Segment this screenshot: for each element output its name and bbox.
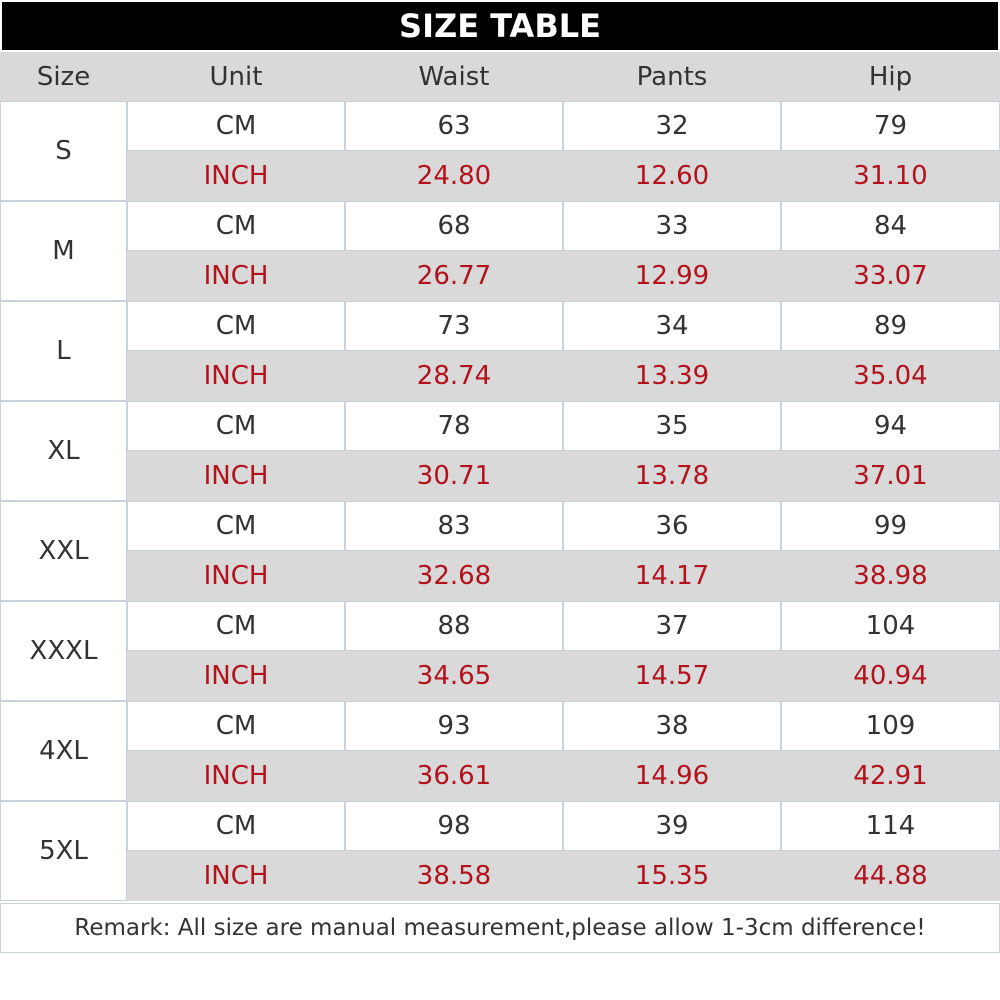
cm-value-cell: 93 <box>345 701 563 751</box>
cm-unit-cell: CM <box>127 401 345 451</box>
column-header: Pants <box>563 52 781 101</box>
cm-value-cell: 114 <box>781 801 1000 851</box>
inch-value-cell: 13.39 <box>563 351 781 401</box>
cm-value-cell: 39 <box>563 801 781 851</box>
column-header: Unit <box>127 52 345 101</box>
column-header: Waist <box>345 52 563 101</box>
inch-value-cell: 32.68 <box>345 551 563 601</box>
inch-unit-cell: INCH <box>127 351 345 401</box>
inch-value-cell: 38.58 <box>345 851 563 901</box>
size-cell: S <box>0 101 127 201</box>
column-header: Size <box>0 52 127 101</box>
size-cell: M <box>0 201 127 301</box>
inch-unit-cell: INCH <box>127 251 345 301</box>
inch-value-cell: 14.17 <box>563 551 781 601</box>
cm-value-cell: 34 <box>563 301 781 351</box>
inch-unit-cell: INCH <box>127 751 345 801</box>
inch-value-cell: 24.80 <box>345 151 563 201</box>
cm-value-cell: 73 <box>345 301 563 351</box>
inch-value-cell: 37.01 <box>781 451 1000 501</box>
cm-value-cell: 36 <box>563 501 781 551</box>
cm-value-cell: 38 <box>563 701 781 751</box>
inch-value-cell: 13.78 <box>563 451 781 501</box>
inch-unit-cell: INCH <box>127 651 345 701</box>
cm-value-cell: 109 <box>781 701 1000 751</box>
inch-value-cell: 35.04 <box>781 351 1000 401</box>
cm-unit-cell: CM <box>127 301 345 351</box>
cm-unit-cell: CM <box>127 201 345 251</box>
cm-value-cell: 104 <box>781 601 1000 651</box>
inch-value-cell: 30.71 <box>345 451 563 501</box>
size-cell: 5XL <box>0 801 127 901</box>
cm-value-cell: 79 <box>781 101 1000 151</box>
remark: Remark: All size are manual measurement,… <box>0 903 1000 953</box>
inch-value-cell: 28.74 <box>345 351 563 401</box>
cm-value-cell: 37 <box>563 601 781 651</box>
cm-value-cell: 35 <box>563 401 781 451</box>
inch-value-cell: 12.60 <box>563 151 781 201</box>
cm-value-cell: 89 <box>781 301 1000 351</box>
inch-value-cell: 38.98 <box>781 551 1000 601</box>
cm-unit-cell: CM <box>127 101 345 151</box>
inch-unit-cell: INCH <box>127 451 345 501</box>
inch-value-cell: 42.91 <box>781 751 1000 801</box>
title: SIZE TABLE <box>2 2 998 50</box>
cm-unit-cell: CM <box>127 701 345 751</box>
cm-value-cell: 84 <box>781 201 1000 251</box>
cm-value-cell: 63 <box>345 101 563 151</box>
inch-value-cell: 40.94 <box>781 651 1000 701</box>
cm-value-cell: 94 <box>781 401 1000 451</box>
inch-value-cell: 33.07 <box>781 251 1000 301</box>
cm-unit-cell: CM <box>127 501 345 551</box>
cm-value-cell: 78 <box>345 401 563 451</box>
size-cell: XXL <box>0 501 127 601</box>
cm-value-cell: 88 <box>345 601 563 651</box>
cm-value-cell: 98 <box>345 801 563 851</box>
inch-value-cell: 14.96 <box>563 751 781 801</box>
size-cell: 4XL <box>0 701 127 801</box>
cm-value-cell: 33 <box>563 201 781 251</box>
cm-unit-cell: CM <box>127 601 345 651</box>
inch-value-cell: 36.61 <box>345 751 563 801</box>
inch-unit-cell: INCH <box>127 151 345 201</box>
inch-value-cell: 15.35 <box>563 851 781 901</box>
size-cell: XL <box>0 401 127 501</box>
cm-value-cell: 99 <box>781 501 1000 551</box>
cm-value-cell: 32 <box>563 101 781 151</box>
inch-value-cell: 14.57 <box>563 651 781 701</box>
inch-unit-cell: INCH <box>127 551 345 601</box>
column-header: Hip <box>781 52 1000 101</box>
inch-value-cell: 44.88 <box>781 851 1000 901</box>
inch-value-cell: 12.99 <box>563 251 781 301</box>
cm-value-cell: 68 <box>345 201 563 251</box>
inch-unit-cell: INCH <box>127 851 345 901</box>
size-cell: XXXL <box>0 601 127 701</box>
inch-value-cell: 34.65 <box>345 651 563 701</box>
cm-value-cell: 83 <box>345 501 563 551</box>
inch-value-cell: 26.77 <box>345 251 563 301</box>
inch-value-cell: 31.10 <box>781 151 1000 201</box>
size-cell: L <box>0 301 127 401</box>
cm-unit-cell: CM <box>127 801 345 851</box>
